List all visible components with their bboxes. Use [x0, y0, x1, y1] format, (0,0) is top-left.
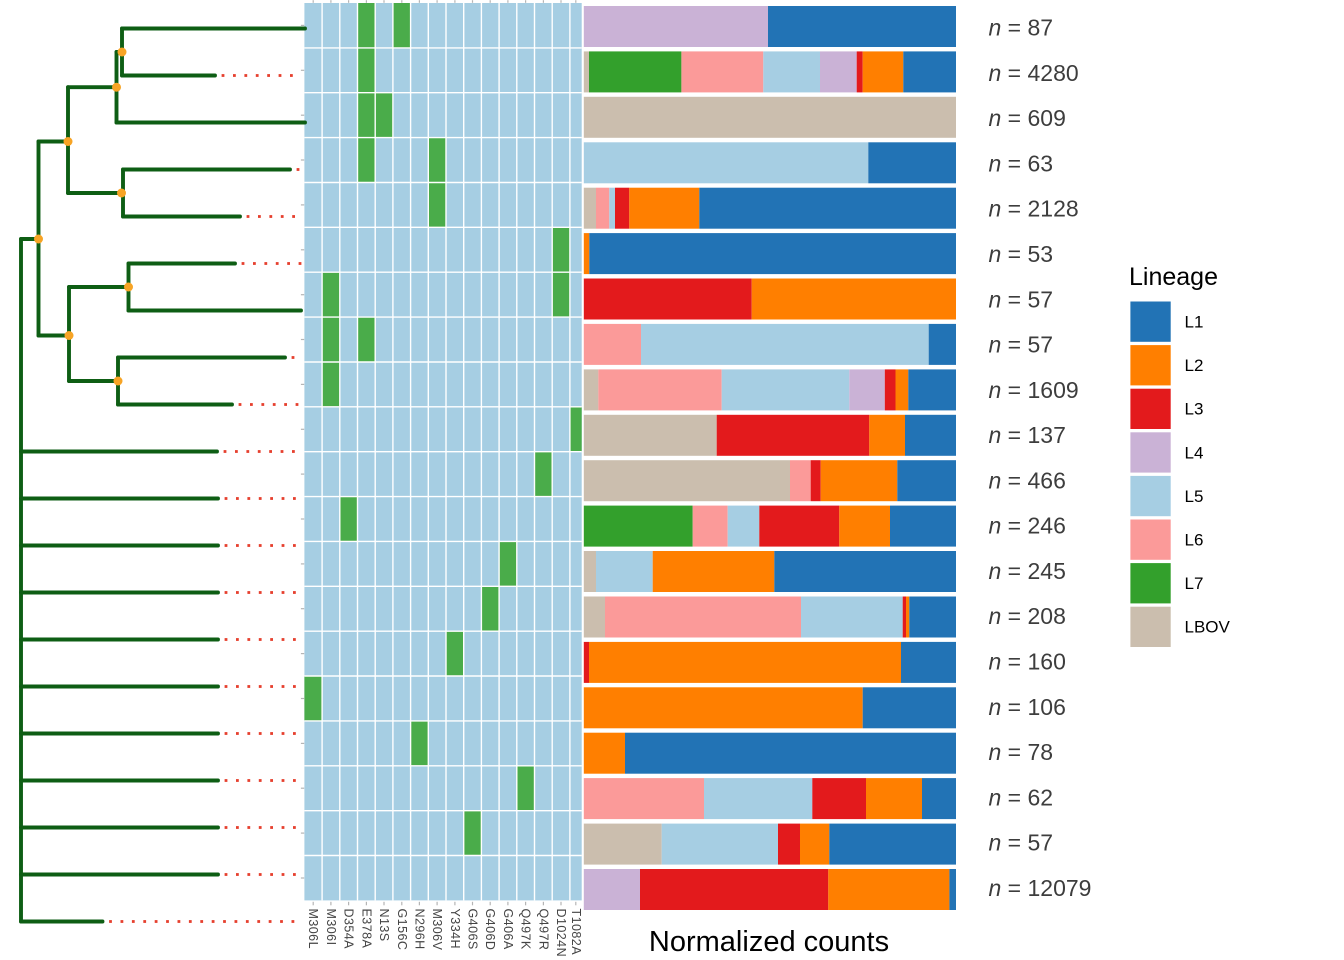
- svg-text:n = 1609: n = 1609: [989, 377, 1079, 403]
- svg-text:M306V: M306V: [430, 909, 444, 951]
- svg-text:Y334H: Y334H: [448, 909, 462, 949]
- svg-text:LBOV: LBOV: [1185, 618, 1231, 637]
- svg-text:L5: L5: [1185, 487, 1204, 506]
- svg-text:L1: L1: [1185, 313, 1204, 332]
- svg-text:n = 4280: n = 4280: [989, 60, 1079, 86]
- svg-text:D354A: D354A: [342, 909, 356, 950]
- svg-text:n = 63: n = 63: [989, 150, 1054, 176]
- svg-text:n = 137: n = 137: [989, 422, 1066, 448]
- svg-text:n = 246: n = 246: [989, 513, 1066, 539]
- svg-text:n = 208: n = 208: [989, 603, 1066, 629]
- svg-text:L7: L7: [1185, 574, 1204, 593]
- svg-text:Q497R: Q497R: [536, 909, 550, 951]
- svg-text:Q497K: Q497K: [519, 909, 533, 950]
- svg-text:n = 87: n = 87: [989, 15, 1054, 41]
- svg-text:Lineage: Lineage: [1129, 263, 1218, 291]
- svg-text:L6: L6: [1185, 531, 1204, 550]
- svg-text:N296H: N296H: [412, 909, 426, 950]
- svg-text:n = 57: n = 57: [989, 830, 1054, 856]
- svg-text:n = 466: n = 466: [989, 467, 1066, 493]
- svg-text:M306L: M306L: [306, 909, 320, 949]
- svg-text:G156C: G156C: [395, 909, 409, 951]
- svg-text:G406S: G406S: [466, 909, 480, 950]
- svg-text:n = 53: n = 53: [989, 241, 1054, 267]
- svg-text:E378A: E378A: [359, 909, 373, 949]
- svg-text:n = 57: n = 57: [989, 332, 1054, 358]
- svg-text:n = 609: n = 609: [989, 105, 1066, 131]
- svg-text:n = 2128: n = 2128: [989, 196, 1079, 222]
- svg-text:L2: L2: [1185, 356, 1204, 375]
- svg-text:n = 245: n = 245: [989, 558, 1066, 584]
- svg-text:n = 78: n = 78: [989, 739, 1054, 765]
- svg-text:n = 57: n = 57: [989, 286, 1054, 312]
- svg-text:n = 12079: n = 12079: [989, 875, 1092, 901]
- svg-text:G406A: G406A: [501, 909, 515, 950]
- svg-text:D1024N: D1024N: [554, 909, 568, 958]
- svg-text:M306I: M306I: [324, 909, 338, 946]
- svg-text:N13S: N13S: [377, 909, 391, 942]
- svg-text:n = 106: n = 106: [989, 694, 1066, 720]
- svg-text:L3: L3: [1185, 400, 1204, 419]
- svg-text:n = 62: n = 62: [989, 784, 1054, 810]
- svg-text:G406D: G406D: [483, 909, 497, 951]
- svg-text:L4: L4: [1185, 443, 1204, 462]
- svg-text:n = 160: n = 160: [989, 649, 1066, 675]
- svg-text:Normalized counts: Normalized counts: [649, 926, 889, 958]
- svg-text:T1082A: T1082A: [569, 909, 583, 956]
